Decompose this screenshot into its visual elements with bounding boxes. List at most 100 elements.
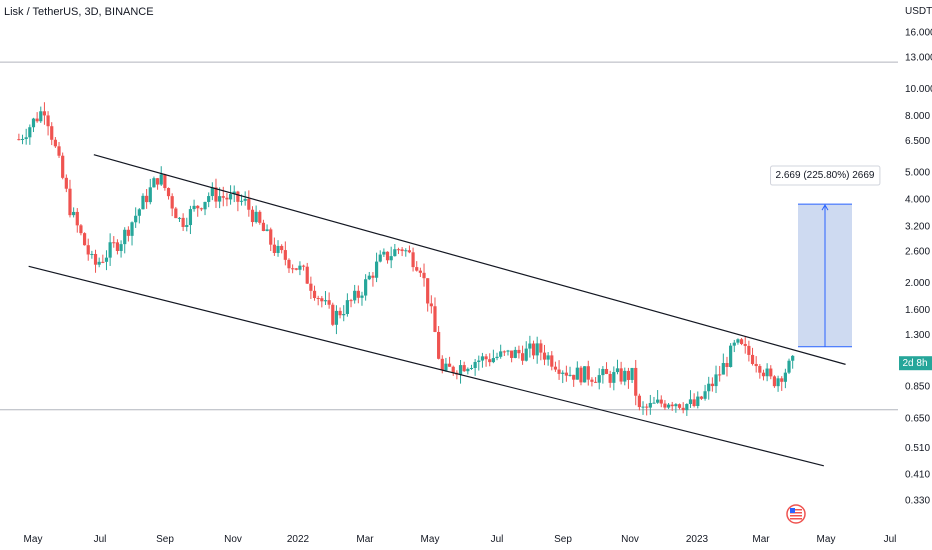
measure-label: 2.669 (225.80%) 2669 (770, 165, 881, 186)
candle-body (214, 187, 218, 202)
candle-body (301, 265, 306, 267)
candle-body (24, 137, 28, 139)
candle-body (115, 242, 120, 251)
candle-body (50, 126, 54, 140)
candle-body (64, 177, 68, 189)
candle-body (250, 209, 255, 223)
time-tick: Mar (752, 534, 770, 545)
candle-body (491, 358, 495, 363)
candle-body (404, 250, 408, 252)
candle-body (477, 360, 481, 362)
candle-body (177, 217, 182, 219)
candle-body (524, 348, 528, 361)
time-axis: May Jul Sep Nov 2022 Mar May Jul Sep Nov 2023 Mar Ma… (24, 534, 897, 545)
price-tick: 0.510 (905, 443, 930, 454)
candle-body (152, 178, 156, 188)
price-tick: 4.000 (905, 195, 930, 206)
candle-body (247, 198, 251, 210)
measure-label-text: 2.669 (225.80%) 2669 (776, 170, 875, 181)
candle-body (520, 353, 525, 361)
candle-body (221, 196, 225, 198)
candle-body (761, 372, 766, 377)
candle-body (437, 331, 441, 359)
candle-body (305, 266, 309, 284)
candle-body (637, 395, 641, 408)
candle-body (601, 368, 605, 376)
candle-body (294, 268, 298, 270)
candle-body (447, 363, 452, 367)
candle-body (458, 365, 463, 375)
candle-body (787, 360, 791, 373)
price-tick: 0.410 (905, 469, 930, 480)
candle-body (663, 403, 667, 408)
candle-body (42, 111, 47, 116)
candle-body (225, 197, 229, 200)
candle-body (228, 194, 233, 200)
candle-body (119, 244, 123, 251)
candle-body (188, 209, 193, 226)
candle-body (272, 244, 276, 253)
candle-body (681, 407, 685, 411)
candle-body (385, 251, 390, 261)
candle-body (623, 370, 627, 382)
candle-body (338, 310, 342, 316)
candle-body (783, 372, 787, 382)
candle-body (265, 229, 269, 232)
candle-body (506, 350, 510, 352)
candle-body (656, 399, 660, 403)
candle-body (732, 342, 736, 346)
candle-body (513, 349, 517, 358)
candle-body (739, 339, 744, 344)
candle-body (309, 283, 313, 291)
candle-body (652, 402, 656, 404)
candle-body (17, 139, 21, 141)
candle-body (462, 365, 466, 372)
price-tick: 6.500 (905, 136, 930, 147)
candle-body (218, 196, 222, 202)
candle-body (327, 300, 331, 305)
candle-body (510, 350, 514, 358)
us-flag-event-icon[interactable] (786, 504, 806, 524)
time-tick: Sep (554, 534, 572, 545)
candle-body (287, 259, 291, 269)
candle-body (400, 249, 404, 252)
candle-body (163, 174, 167, 189)
candle-body (269, 229, 273, 245)
candle-body (484, 356, 488, 360)
price-tick: 0.330 (905, 496, 930, 507)
candle-body (232, 191, 236, 195)
candle-body (502, 351, 506, 353)
candle-body (345, 300, 349, 315)
chart-title: Lisk / TetherUS, 3D, BINANCE (4, 6, 154, 18)
price-tick: 2.000 (905, 278, 930, 289)
time-tick: Jul (94, 534, 107, 545)
candle-body (641, 406, 645, 408)
price-tick: 0.850 (905, 381, 930, 392)
candle-body (557, 369, 561, 374)
candle-body (769, 368, 773, 377)
candle-body (433, 306, 437, 332)
candle-body (648, 403, 652, 408)
time-tick: Jul (884, 534, 897, 545)
candle-body (488, 359, 492, 363)
candle-body (677, 404, 682, 408)
channel-upper-line (93, 154, 846, 365)
candle-body (75, 211, 79, 226)
candle-body (31, 118, 36, 128)
candle-body (378, 254, 382, 262)
measure-label-box (770, 165, 881, 186)
price-tick: 16.000 (905, 27, 932, 38)
candle-body (499, 351, 503, 357)
candle-body (615, 368, 620, 373)
candle-body (685, 404, 689, 411)
candle-body (707, 383, 711, 392)
candle-body (239, 200, 244, 202)
candle-body (199, 208, 203, 210)
candle-body (696, 396, 700, 406)
candle-body (331, 304, 335, 325)
candle-body (729, 345, 733, 367)
candle-body (630, 367, 634, 380)
candle-body (674, 404, 678, 407)
candle-body (747, 345, 751, 355)
